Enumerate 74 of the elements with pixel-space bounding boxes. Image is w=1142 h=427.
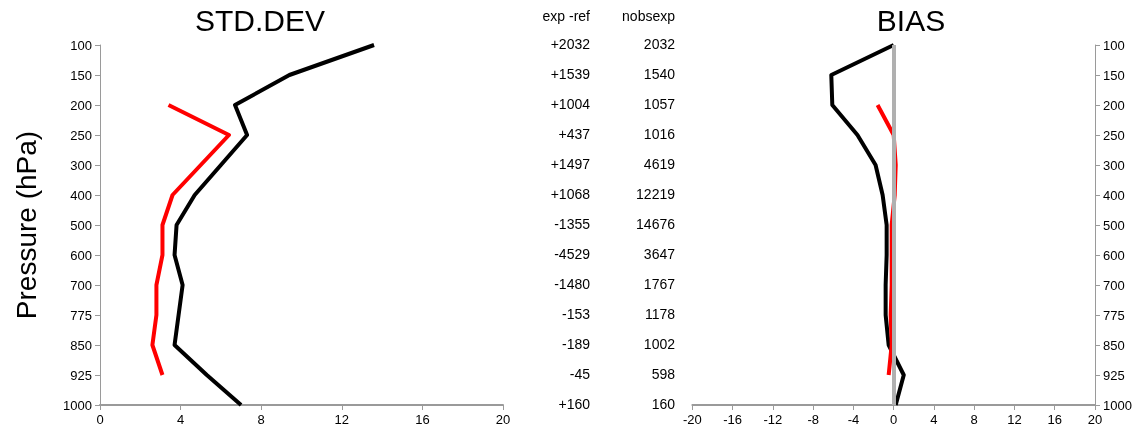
- x-tick-label: 16: [415, 412, 430, 427]
- y-axis-title: Pressure (hPa): [10, 130, 42, 320]
- x-tick-label: 8: [970, 412, 978, 427]
- y-tick-label: 500: [1103, 217, 1125, 233]
- x-tick-label: 0: [890, 412, 898, 427]
- text: -1480: [554, 276, 590, 292]
- text: -153: [561, 306, 590, 322]
- x-tick-label: -16: [723, 412, 743, 427]
- text: 160: [651, 396, 675, 412]
- text: -4529: [554, 246, 590, 262]
- text: 2032: [643, 36, 675, 52]
- text: +1539: [550, 66, 590, 82]
- text: 1540: [643, 66, 675, 82]
- text: -189: [561, 336, 590, 352]
- y-tick-label: 200: [1103, 97, 1125, 113]
- y-tick-label: 1000: [1103, 397, 1132, 413]
- text: 1002: [643, 336, 675, 352]
- y-tick-label: 775: [1103, 307, 1125, 323]
- text: +1068: [550, 186, 590, 202]
- text: nobsexp: [622, 8, 675, 24]
- y-tick-label: 775: [70, 307, 92, 323]
- y-tick-label: 850: [1103, 337, 1125, 353]
- text: 1016: [643, 126, 675, 142]
- y-tick-label: 925: [70, 367, 92, 383]
- x-tick-label: 4: [930, 412, 938, 427]
- y-tick-label: 150: [1103, 67, 1125, 83]
- chart-title: STD.DEV: [194, 3, 326, 37]
- x-tick-label: -20: [683, 412, 702, 427]
- text: -45: [569, 366, 590, 382]
- text: exp -ref: [542, 8, 590, 24]
- x-tick-label: 12: [1007, 412, 1022, 427]
- text: 598: [651, 366, 675, 382]
- y-tick-label: 600: [1103, 247, 1125, 263]
- x-tick-label: -12: [763, 412, 783, 427]
- text: 14676: [636, 216, 675, 232]
- x-tick-label: 4: [176, 412, 185, 427]
- text: 1767: [643, 276, 675, 292]
- x-tick-label: 0: [96, 412, 104, 427]
- text: 1178: [644, 306, 675, 322]
- text: 12219: [636, 186, 675, 202]
- x-tick-label: 20: [1087, 412, 1103, 427]
- x-tick-label: 12: [334, 412, 350, 427]
- y-tick-label: 600: [70, 247, 92, 263]
- y-tick-label: 925: [1103, 367, 1125, 383]
- text: 3647: [643, 246, 675, 262]
- y-tick-label: 200: [70, 97, 92, 113]
- y-tick-label: 150: [70, 67, 92, 83]
- y-tick-label: 1000: [63, 397, 92, 413]
- y-tick-label: 300: [1103, 157, 1125, 173]
- chart-title: BIAS: [876, 3, 946, 37]
- x-tick-label: -4: [847, 412, 860, 427]
- y-tick-label: 250: [70, 127, 92, 143]
- y-tick-label: 300: [70, 157, 92, 173]
- text: -1355: [554, 216, 590, 232]
- x-tick-label: 8: [257, 412, 265, 427]
- text: +2032: [550, 36, 590, 52]
- y-tick-label: 850: [70, 337, 92, 353]
- text: +160: [558, 396, 590, 412]
- text: 1057: [643, 96, 675, 112]
- x-tick-label: -8: [807, 412, 819, 427]
- text: 4619: [643, 156, 675, 172]
- text: +437: [558, 126, 590, 142]
- text: +1004: [550, 96, 590, 112]
- y-tick-label: 500: [70, 217, 92, 233]
- y-tick-label: 100: [1103, 37, 1125, 53]
- y-tick-label: 700: [70, 277, 92, 293]
- y-tick-label: 100: [70, 37, 92, 53]
- x-tick-label: 16: [1047, 412, 1062, 427]
- y-tick-label: 250: [1103, 127, 1125, 143]
- text: +1497: [550, 156, 590, 172]
- y-tick-label: 400: [70, 187, 92, 203]
- x-tick-label: 20: [495, 412, 511, 427]
- y-tick-label: 400: [1103, 187, 1125, 203]
- y-tick-label: 700: [1103, 277, 1125, 293]
